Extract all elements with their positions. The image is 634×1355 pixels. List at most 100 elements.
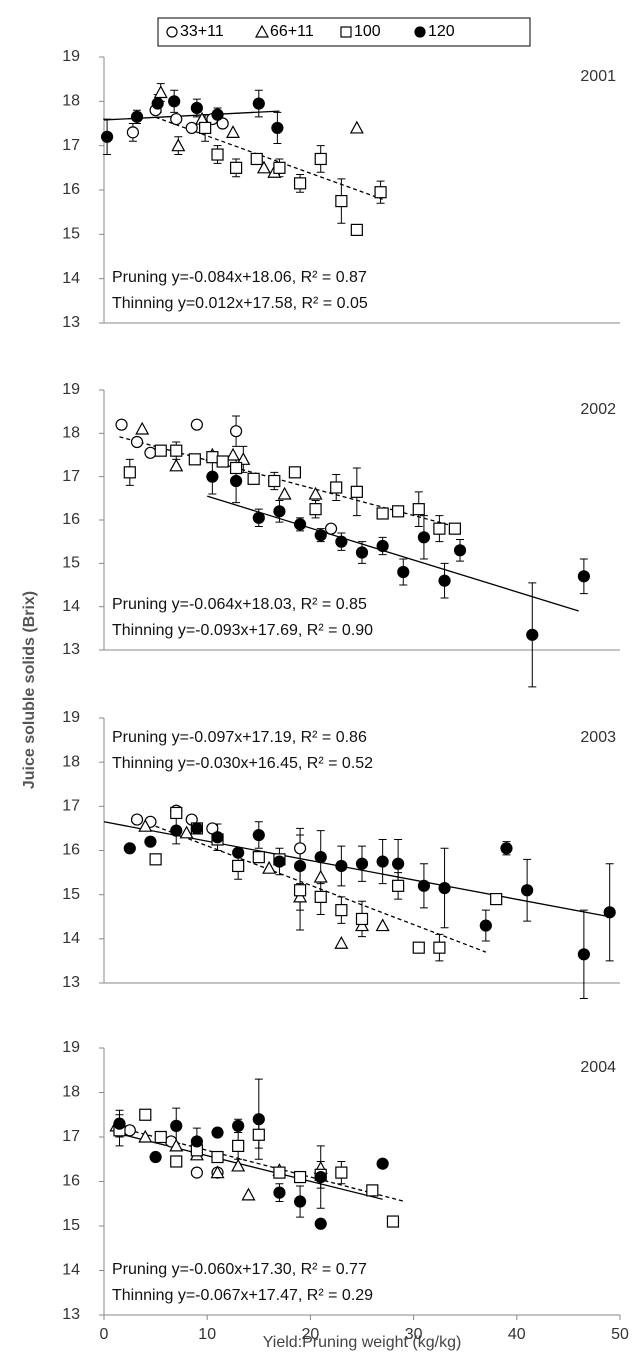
y-tick-label: 17 (62, 1128, 80, 1145)
point (386, 1215, 400, 1228)
point (293, 889, 308, 903)
point (170, 824, 183, 837)
point (324, 522, 338, 535)
point (149, 853, 162, 866)
point (185, 121, 198, 135)
point (397, 565, 410, 579)
annotation: Pruning y=-0.097x+17.19, R² = 0.86 (112, 729, 367, 746)
legend-item: 120 (414, 23, 455, 40)
point (211, 831, 224, 844)
point (123, 842, 136, 855)
panel-title: 2001 (580, 68, 616, 85)
point (199, 121, 212, 135)
y-tick-label: 19 (62, 381, 80, 398)
y-tick-label: 18 (62, 93, 80, 110)
point (225, 125, 241, 138)
x-tick-label: 50 (611, 1326, 629, 1343)
point (375, 918, 390, 932)
point (100, 130, 114, 143)
point (577, 948, 590, 961)
point (168, 95, 181, 108)
point (113, 1117, 126, 1130)
annotation: Thinning y=0.012x+17.58, R² = 0.05 (112, 295, 368, 312)
point (232, 1119, 245, 1132)
point (314, 851, 327, 864)
point (247, 472, 260, 485)
point (262, 860, 277, 874)
point (115, 418, 128, 431)
point (490, 892, 503, 906)
y-tick-label: 15 (62, 886, 80, 903)
point (288, 466, 302, 479)
point (314, 152, 327, 166)
point (376, 507, 389, 520)
point (144, 835, 157, 848)
point (250, 152, 263, 166)
point (309, 503, 322, 516)
x-tick-label: 40 (508, 1326, 526, 1343)
point (577, 570, 590, 583)
point (256, 160, 271, 174)
point (314, 890, 327, 903)
annotation: Thinning y=-0.067x+17.47, R² = 0.29 (112, 1287, 373, 1304)
point (190, 1166, 203, 1179)
point (206, 451, 219, 464)
y-tick-label: 17 (62, 137, 80, 154)
point (169, 458, 184, 472)
legend-label: 100 (354, 23, 381, 40)
point (500, 842, 513, 855)
y-tick-label: 16 (62, 1173, 80, 1190)
point (190, 101, 203, 115)
point (438, 881, 451, 895)
point (392, 879, 405, 892)
legend-marker (414, 26, 426, 38)
x-tick-label: 20 (302, 1326, 320, 1343)
point (190, 822, 203, 835)
legend-marker (340, 26, 352, 38)
legend-box (157, 17, 531, 47)
point (521, 884, 534, 897)
point (170, 1155, 183, 1168)
point (170, 806, 183, 820)
point (448, 522, 461, 535)
point (144, 446, 157, 459)
point (130, 435, 144, 449)
legend-item: 33+11 (166, 23, 224, 40)
point (225, 447, 241, 461)
point (349, 120, 364, 134)
point (374, 186, 387, 199)
point (268, 474, 281, 488)
point (366, 1184, 379, 1197)
point (334, 935, 349, 949)
y-tick-label: 13 (62, 641, 80, 658)
point (417, 879, 431, 892)
y-tick-label: 14 (62, 1262, 80, 1279)
point (229, 461, 243, 475)
y-tick-label: 13 (62, 314, 80, 331)
trend-line (119, 436, 456, 528)
y-axis-label: Juice soluble solids (Brix) (21, 591, 38, 789)
point (169, 1138, 184, 1152)
point (335, 535, 348, 548)
point (293, 177, 307, 190)
point (130, 813, 144, 826)
point (412, 503, 425, 516)
annotation: Pruning y=-0.060x+17.30, R² = 0.77 (112, 1261, 367, 1278)
point (293, 859, 307, 873)
point (188, 453, 201, 466)
point (271, 121, 284, 135)
point (241, 1187, 256, 1201)
y-tick-label: 17 (62, 798, 80, 815)
point (350, 223, 363, 236)
legend-marker (166, 26, 178, 38)
point (453, 544, 467, 557)
point (210, 1165, 225, 1179)
point (139, 1108, 152, 1121)
point (438, 574, 451, 587)
point (236, 452, 251, 465)
point (433, 941, 446, 954)
point (206, 470, 219, 483)
point (211, 108, 224, 121)
point (314, 529, 327, 542)
